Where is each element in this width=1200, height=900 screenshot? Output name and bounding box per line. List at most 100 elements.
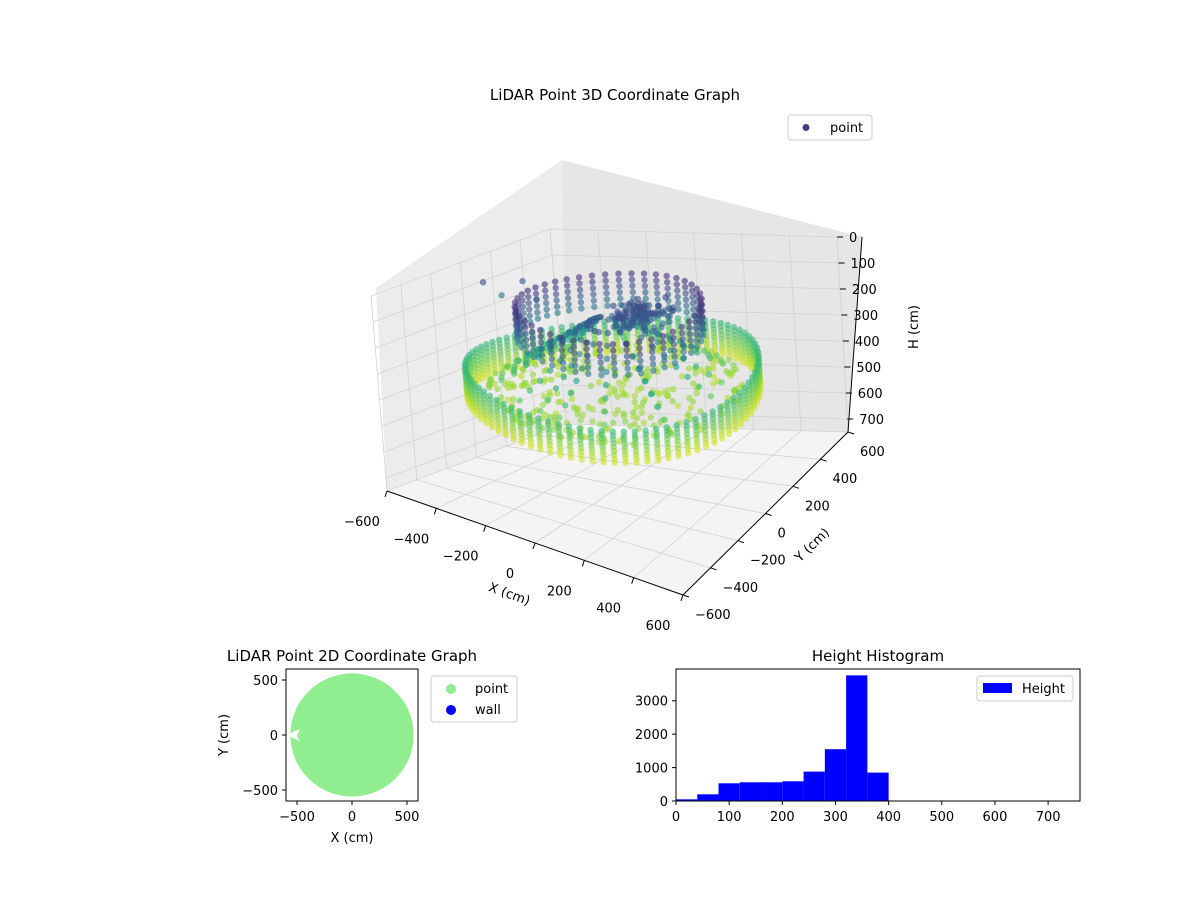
point-3d <box>654 290 661 297</box>
point-3d <box>693 390 700 397</box>
point-3d <box>525 293 532 301</box>
point-3d <box>589 285 597 292</box>
point-3d <box>570 343 577 351</box>
z-tick-label-3d: 400 <box>855 335 880 350</box>
point-3d <box>691 312 699 319</box>
point-3d <box>685 450 692 457</box>
point-3d <box>684 373 691 380</box>
point-3d <box>662 294 669 301</box>
pane-bottom <box>387 424 848 595</box>
point-3d <box>597 353 604 360</box>
point-3d <box>688 281 695 288</box>
point-3d <box>523 349 531 356</box>
point-3d <box>611 366 618 373</box>
point-3d <box>637 357 644 364</box>
point-3d <box>591 303 598 311</box>
point-3d <box>578 365 586 372</box>
point-3d <box>554 371 561 378</box>
point-3d <box>693 343 701 351</box>
point-3d <box>603 350 610 357</box>
point-3d <box>516 397 523 404</box>
legend-3d-box <box>787 114 873 141</box>
point-3d <box>653 277 660 284</box>
point-3d <box>610 347 617 354</box>
x-tick-label-2d: 0 <box>348 810 356 825</box>
point-3d <box>572 368 579 375</box>
z-tick-label-3d: 600 <box>858 387 883 402</box>
point-3d <box>743 415 750 422</box>
point-3d <box>681 277 688 285</box>
point-3d <box>687 404 694 412</box>
point-3d <box>529 341 537 348</box>
point-3d <box>695 306 703 314</box>
point-3d <box>616 328 624 335</box>
histogram-bar <box>697 794 719 801</box>
point-3d <box>675 306 682 313</box>
point-3d <box>686 324 693 331</box>
grid-line <box>836 236 849 433</box>
point-3d <box>533 302 541 310</box>
point-3d <box>547 337 554 344</box>
ticks-histogram: 0 100 200 300 400 500 600 700 0 1000 2000 3000 <box>635 695 1061 825</box>
point-3d <box>602 381 610 389</box>
point-3d <box>553 297 560 304</box>
histogram-title: Height Histogram <box>812 647 944 665</box>
point-3d <box>537 333 544 340</box>
grid-line <box>476 457 766 514</box>
point-3d <box>692 370 699 377</box>
point-3d <box>530 378 537 385</box>
point-3d <box>532 361 539 368</box>
legend-hist-box <box>976 675 1074 702</box>
point-3d <box>560 365 567 373</box>
point-3d <box>597 359 604 366</box>
point-3d <box>641 276 648 284</box>
point-3d <box>680 348 687 355</box>
point-3d <box>603 296 611 303</box>
point-3d <box>584 364 592 371</box>
legend-histogram: Height <box>976 675 1074 702</box>
x-tick-label-hist: 400 <box>876 810 901 825</box>
x-tick-label-3d: −600 <box>344 515 380 530</box>
point-3d <box>666 318 673 325</box>
scatter-3d-title: LiDAR Point 3D Coordinate Graph <box>490 86 740 104</box>
point-3d <box>538 345 545 353</box>
y-tick-label-2d: 500 <box>253 674 278 689</box>
point-3d <box>642 289 649 296</box>
point-3d <box>603 368 610 375</box>
point-3d <box>492 370 499 377</box>
point-3d <box>710 380 717 387</box>
point-3d <box>710 373 718 380</box>
point-3d <box>732 355 740 362</box>
point-3d <box>713 352 720 359</box>
point-3d <box>669 398 676 405</box>
point-3d <box>689 380 697 387</box>
point-3d <box>626 302 633 309</box>
point-3d <box>577 336 584 343</box>
point-3d <box>660 416 667 424</box>
point-3d <box>653 403 661 411</box>
z-tick-label-3d: 700 <box>859 413 884 428</box>
z-axis-label-3d: H (cm) <box>907 305 922 349</box>
point-3d <box>660 339 667 346</box>
point-3d <box>529 335 536 342</box>
point-3d <box>528 322 535 329</box>
point-3d <box>633 459 640 466</box>
point-3d <box>539 401 546 409</box>
point-3d <box>696 290 704 297</box>
point-3d <box>674 402 682 409</box>
point-3d <box>541 367 548 375</box>
point-3d <box>576 351 583 358</box>
y-tick-label-3d: −600 <box>695 608 731 623</box>
x-tick-label-hist: 100 <box>717 810 742 825</box>
point-3d <box>698 295 705 302</box>
point-3d <box>629 282 636 290</box>
point-3d <box>629 288 636 296</box>
point-3d <box>546 331 554 338</box>
point-3d <box>678 373 686 380</box>
point-3d <box>649 328 656 335</box>
point-3d <box>642 327 649 334</box>
point-3d <box>543 312 551 319</box>
point-3d <box>694 349 701 356</box>
grid-line <box>506 445 794 487</box>
point-3d <box>512 308 520 315</box>
